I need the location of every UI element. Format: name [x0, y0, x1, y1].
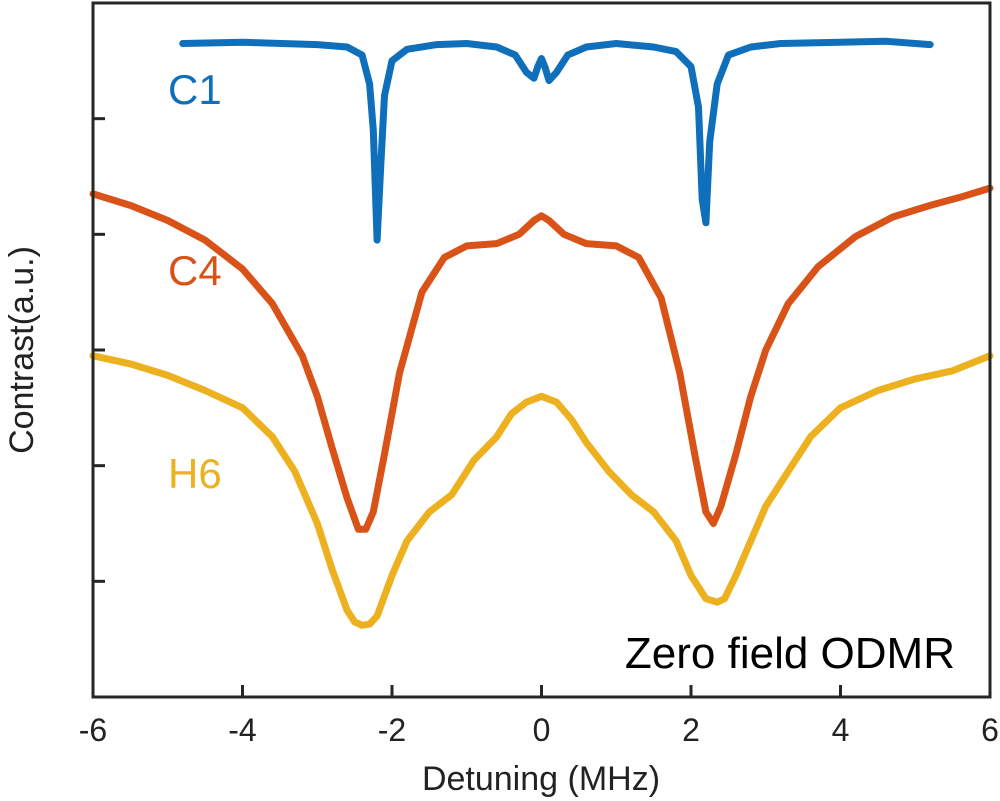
- y-axis-title: Contrast(a.u.): [3, 246, 41, 454]
- plot-annotation: Zero field ODMR: [625, 629, 955, 678]
- x-tick-label: 6: [981, 712, 999, 748]
- series-label-c1: C1: [168, 66, 222, 113]
- series-line-c1: [179, 37, 934, 244]
- plot-frame: [91, 1, 992, 699]
- series-layer: [89, 37, 994, 629]
- series-label-h6: H6: [168, 450, 222, 497]
- x-tick-label: 2: [682, 712, 700, 748]
- series-label-c4: C4: [168, 247, 222, 294]
- x-tick-label: 0: [533, 712, 551, 748]
- x-tick-label: 4: [832, 712, 850, 748]
- x-tick-label: -6: [79, 712, 107, 748]
- series-line-h6: [89, 352, 994, 629]
- x-tick-label: -2: [378, 712, 406, 748]
- series-line-c4: [89, 184, 994, 533]
- axis-layer: -6 -4 -2 0 2 4 6: [79, 117, 999, 748]
- x-tick-label: -4: [228, 712, 256, 748]
- x-axis-title: Detuning (MHz): [422, 760, 660, 798]
